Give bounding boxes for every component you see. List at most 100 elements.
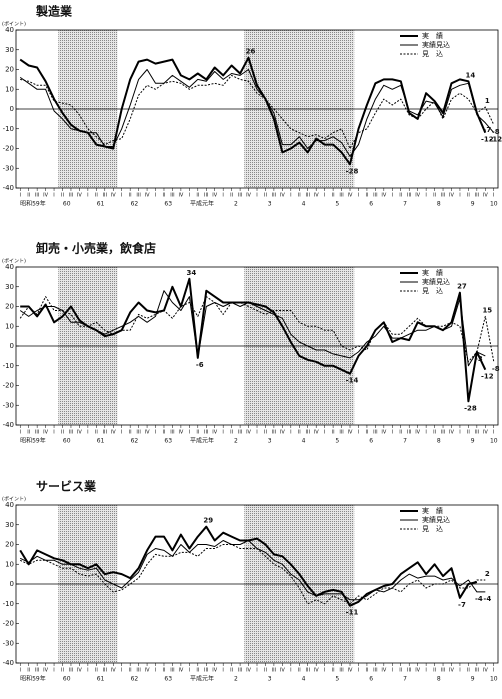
- x-tick-label: III: [441, 668, 445, 674]
- y-tick-label: -10: [3, 600, 14, 608]
- x-tick-label: I: [19, 668, 20, 674]
- x-tick-label: III: [475, 430, 479, 436]
- x-tick-label: II: [61, 193, 64, 199]
- x-tick-label: II: [433, 430, 436, 436]
- x-tick-label: I: [425, 668, 426, 674]
- x-tick-label: IV: [178, 430, 183, 436]
- x-tick-label: I: [256, 430, 257, 436]
- x-tick-label: III: [407, 668, 411, 674]
- x-tick-label: I: [392, 668, 393, 674]
- x-tick-label: II: [467, 430, 470, 436]
- x-tick-label: IV: [111, 668, 116, 674]
- x-tick-label: II: [27, 193, 30, 199]
- data-label: -7: [483, 126, 491, 134]
- x-tick-label: IV: [212, 430, 217, 436]
- x-tick-label: I: [290, 668, 291, 674]
- y-tick-label: -30: [3, 401, 14, 409]
- year-label: 6: [369, 201, 373, 208]
- x-tick-label: IV: [415, 668, 420, 674]
- year-label: 61: [97, 438, 105, 445]
- year-label: 4: [302, 201, 306, 208]
- y-tick-label: -30: [3, 164, 14, 172]
- x-tick-label: I: [87, 430, 88, 436]
- x-tick-label: IV: [43, 193, 48, 199]
- x-tick-label: IV: [178, 668, 183, 674]
- year-label: 平成元年: [190, 437, 214, 445]
- year-label: 2: [234, 201, 238, 208]
- data-label: -28: [464, 404, 477, 412]
- x-tick-label: I: [493, 668, 494, 674]
- x-tick-label: IV: [145, 430, 150, 436]
- x-tick-label: II: [61, 430, 64, 436]
- y-tick-label: -10: [3, 125, 14, 133]
- x-tick-label: III: [407, 430, 411, 436]
- x-tick-label: II: [27, 430, 30, 436]
- x-tick-label: III: [339, 668, 343, 674]
- x-tick-label: I: [189, 668, 190, 674]
- data-label: -3: [475, 355, 483, 363]
- x-tick-label: IV: [348, 193, 353, 199]
- year-label: 昭和59年: [20, 675, 46, 683]
- x-tick-label: II: [433, 668, 436, 674]
- x-tick-label: II: [332, 668, 335, 674]
- year-label: 61: [97, 201, 105, 208]
- x-tick-label: IV: [483, 193, 488, 199]
- x-tick-label: I: [459, 430, 460, 436]
- x-tick-label: I: [87, 668, 88, 674]
- legend-label: 実 績: [422, 31, 443, 40]
- x-tick-label: IV: [212, 668, 217, 674]
- year-label: 5: [335, 676, 339, 683]
- x-tick-label: III: [441, 193, 445, 199]
- data-label: -12: [481, 373, 494, 381]
- series-line: [20, 74, 495, 149]
- x-tick-label: III: [373, 193, 377, 199]
- y-tick-label: -20: [3, 145, 14, 153]
- year-label: 63: [164, 438, 172, 445]
- year-label: 8: [437, 676, 441, 683]
- year-label: 62: [131, 676, 139, 683]
- x-tick-label: III: [339, 430, 343, 436]
- year-label: 平成元年: [190, 200, 214, 208]
- x-tick-label: III: [103, 193, 107, 199]
- y-tick-label: -40: [3, 421, 14, 429]
- data-label: -8: [492, 365, 500, 373]
- year-label: 60: [63, 676, 71, 683]
- x-tick-label: IV: [314, 193, 319, 199]
- x-tick-label: III: [373, 430, 377, 436]
- year-label: 6: [369, 438, 373, 445]
- x-tick-label: I: [53, 668, 54, 674]
- year-label: 10: [490, 201, 498, 208]
- chart-title: 卸売・小売業，飲食店: [36, 241, 156, 256]
- x-tick-label: I: [189, 430, 190, 436]
- legend-label: 見 込: [422, 49, 443, 58]
- legend-label: 実績見込: [422, 40, 450, 49]
- year-label: 10: [490, 676, 498, 683]
- x-tick-label: II: [399, 430, 402, 436]
- x-tick-label: IV: [348, 430, 353, 436]
- x-tick-label: I: [493, 430, 494, 436]
- x-tick-label: III: [170, 430, 174, 436]
- y-tick-label: -30: [3, 639, 14, 647]
- x-tick-label: III: [306, 430, 310, 436]
- y-tick-label: -10: [3, 362, 14, 370]
- y-tick-label: 40: [5, 501, 14, 509]
- x-tick-label: IV: [280, 430, 285, 436]
- data-label: 26: [246, 48, 256, 56]
- data-label: 34: [186, 269, 196, 277]
- year-label: 10: [490, 438, 498, 445]
- x-tick-label: III: [407, 193, 411, 199]
- y-tick-label: 30: [5, 521, 14, 529]
- x-tick-label: II: [365, 193, 368, 199]
- x-tick-label: II: [467, 668, 470, 674]
- x-tick-label: IV: [381, 430, 386, 436]
- x-tick-label: I: [459, 668, 460, 674]
- x-tick-label: I: [121, 668, 122, 674]
- data-label: -4: [475, 595, 483, 603]
- series-line: [19, 296, 495, 363]
- x-tick-label: III: [136, 193, 140, 199]
- y-tick-label: 40: [5, 26, 14, 34]
- year-label: 7: [403, 438, 407, 445]
- year-label: 9: [471, 676, 475, 683]
